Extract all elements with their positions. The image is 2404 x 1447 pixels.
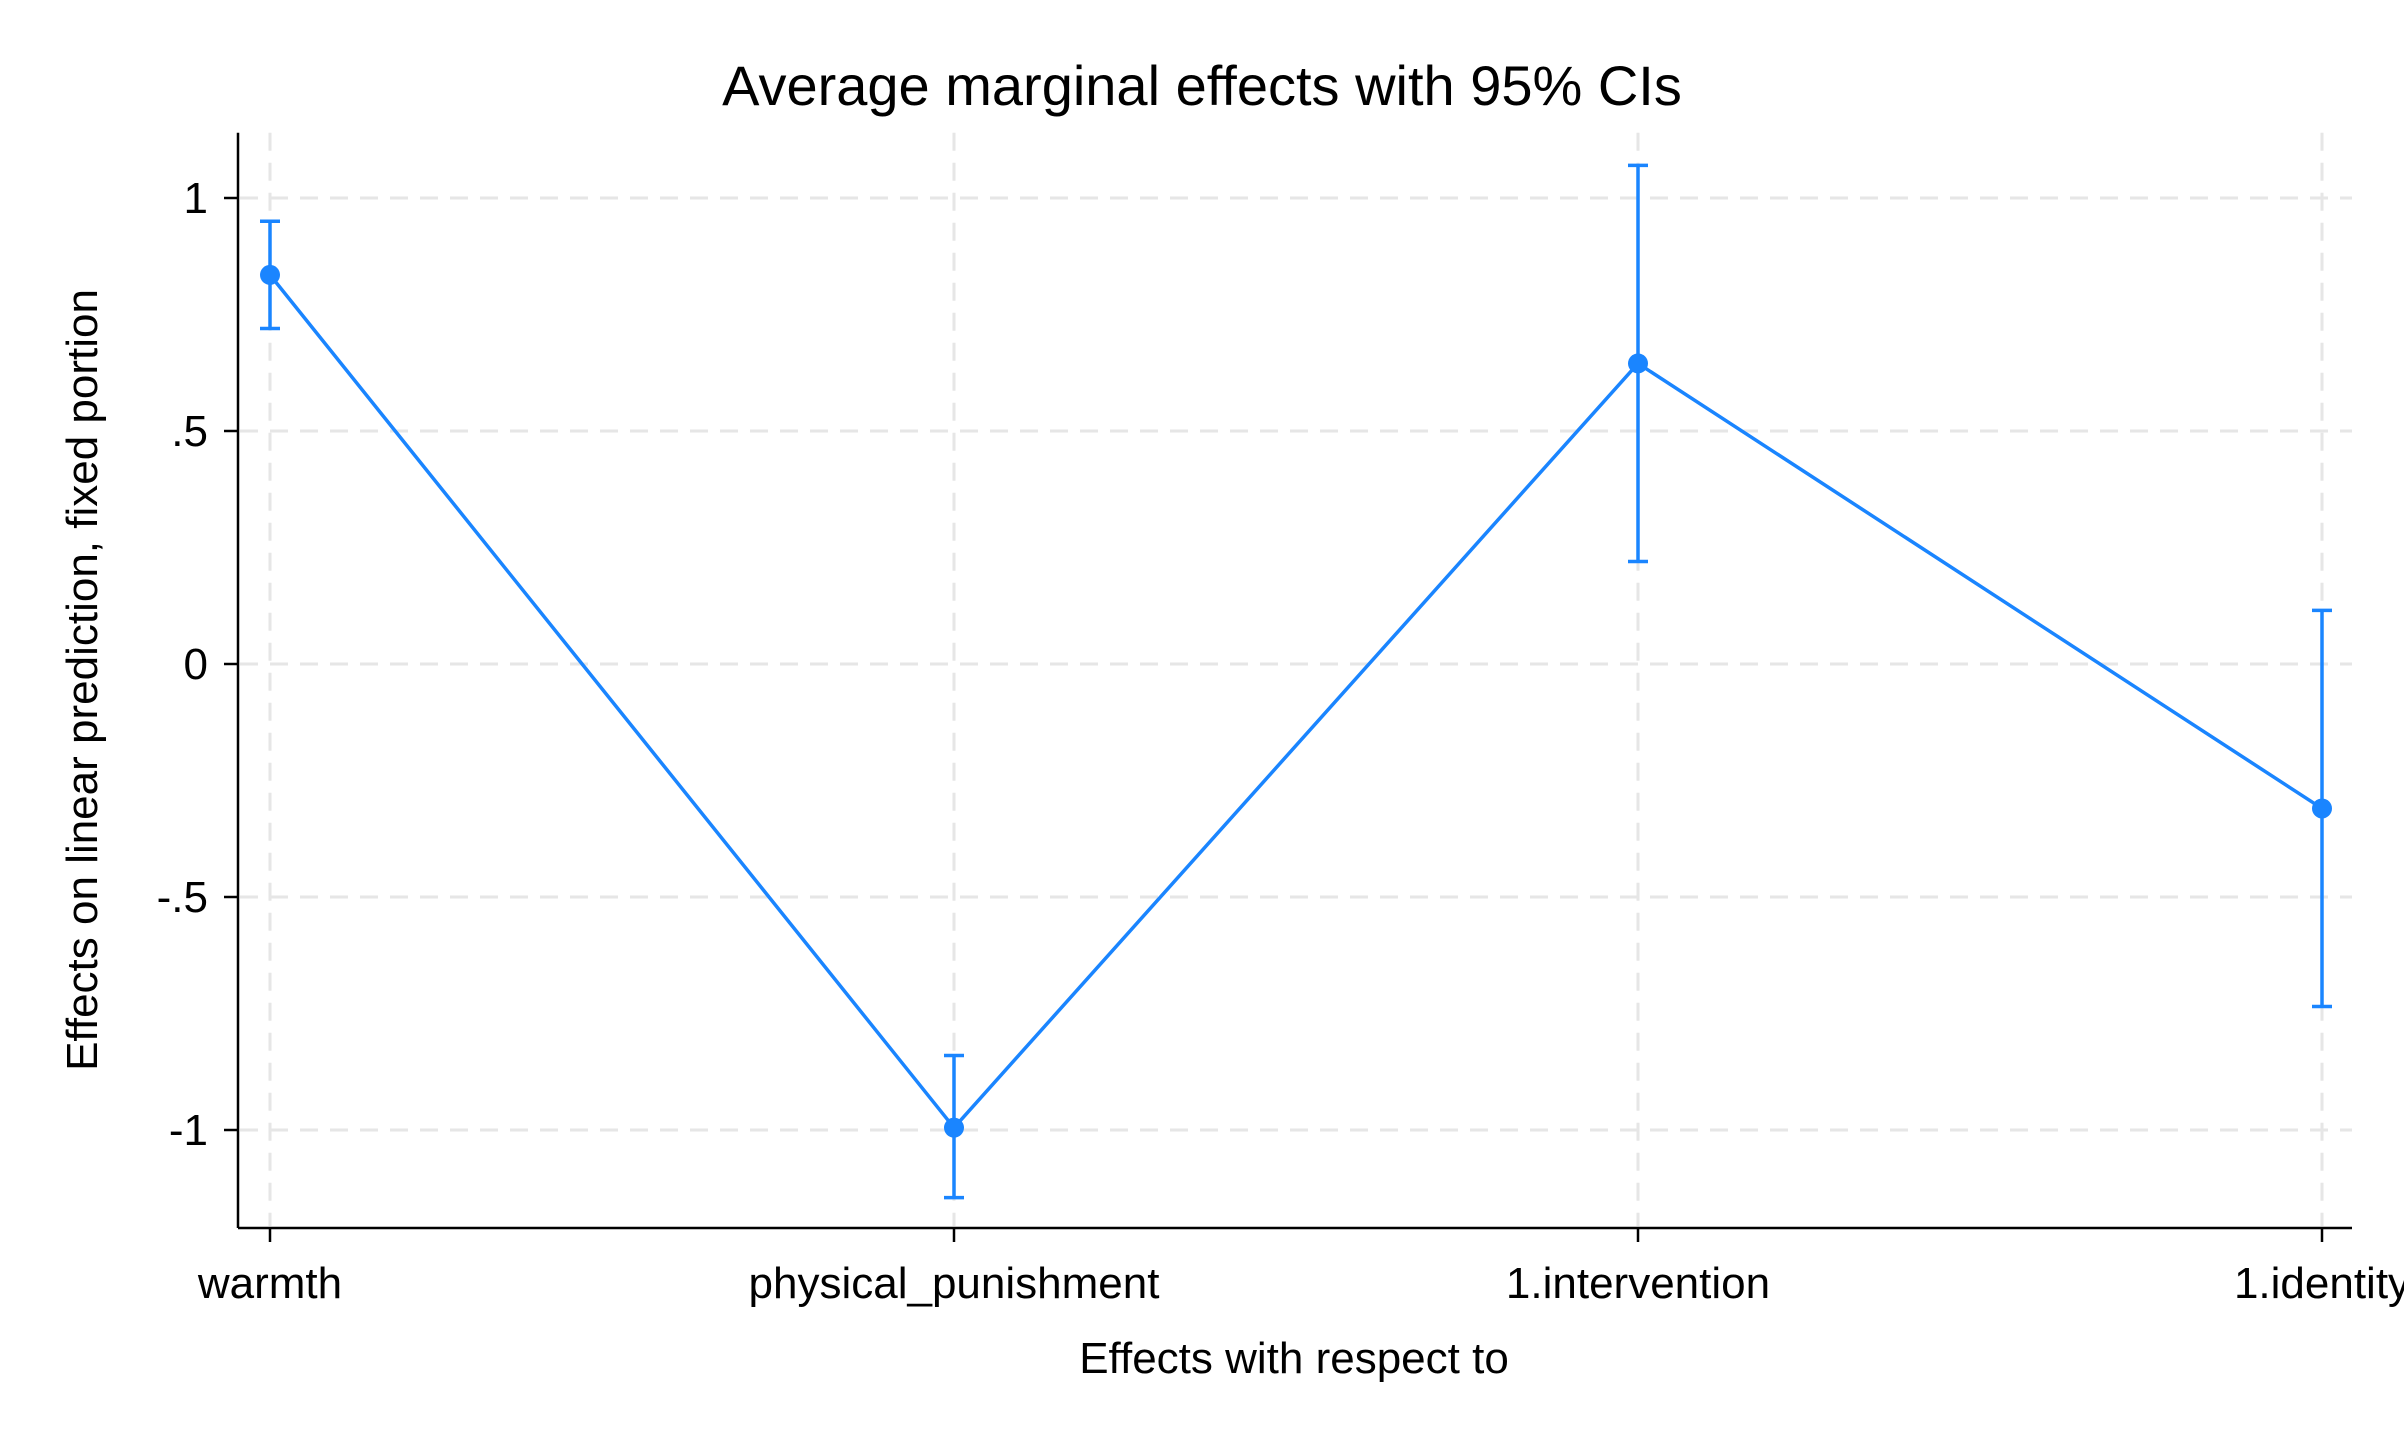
grid-lines bbox=[240, 132, 2352, 1226]
y-axis-label: Effects on linear prediction, fixed port… bbox=[58, 289, 107, 1071]
x-axis-label: Effects with respect to bbox=[1079, 1334, 1509, 1383]
y-tick-label: .5 bbox=[171, 407, 208, 456]
data-point bbox=[2312, 798, 2332, 819]
y-tick-label: 0 bbox=[184, 640, 208, 689]
x-tick-label: 1.intervention bbox=[1506, 1259, 1770, 1308]
axes bbox=[224, 132, 2352, 1242]
chart-title: Average marginal effects with 95% CIs bbox=[722, 54, 1682, 117]
tick-labels: 1 .5 0 -.5 -1 warmth physical_punishment 1.inte… bbox=[157, 174, 2404, 1308]
x-tick-label: 1.identity bbox=[2234, 1259, 2404, 1308]
series-layer bbox=[260, 163, 2332, 1200]
data-point bbox=[1628, 353, 1648, 374]
x-tick-label: warmth bbox=[197, 1259, 342, 1308]
series-line bbox=[268, 273, 2323, 1130]
y-tick-label: 1 bbox=[184, 174, 208, 223]
data-point bbox=[944, 1117, 964, 1138]
y-tick-label: -.5 bbox=[157, 873, 208, 922]
data-point bbox=[260, 264, 280, 285]
x-tick-label: physical_punishment bbox=[749, 1259, 1160, 1308]
y-tick-label: -1 bbox=[169, 1106, 208, 1155]
